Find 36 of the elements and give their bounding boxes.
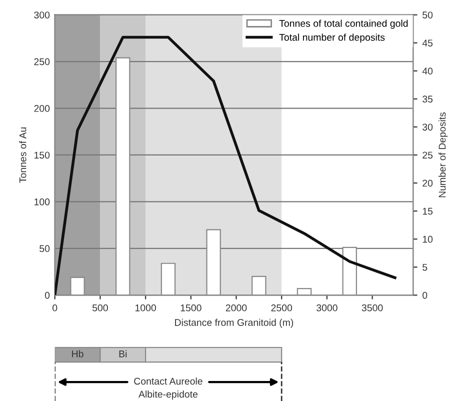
y2-tick-label: 40 <box>422 68 433 75</box>
x-tick-label: 0 <box>52 304 58 312</box>
x-tick-label: 500 <box>92 304 108 312</box>
x-tick-label: 1000 <box>135 304 156 312</box>
legend-label: Tonnes of total contained gold <box>279 20 408 29</box>
x-axis-title: Distance from Granitoid (m) <box>175 318 294 328</box>
x-tick-label: 2000 <box>226 304 247 312</box>
y-tick-label: 50 <box>40 245 50 252</box>
x-tick-label: 3000 <box>316 304 338 312</box>
y2-axis-title: Number of Deposits <box>438 112 448 198</box>
y2-tick-label: 45 <box>422 40 433 46</box>
y-tick-label: 0 <box>44 292 50 299</box>
y-tick-label: 100 <box>34 198 50 206</box>
y2-tick-label: 35 <box>422 96 433 103</box>
y-tick-label: 150 <box>34 152 50 159</box>
y2-tick-label: 0 <box>422 292 428 299</box>
line-series <box>54 36 396 296</box>
y2-tick-label: 5 <box>422 264 428 271</box>
x-tick-label: 1500 <box>180 304 202 312</box>
y2-tick-label: 50 <box>422 12 433 18</box>
y2-tick-label: 20 <box>422 180 433 187</box>
y-axis-title: Tonnes of Au <box>19 128 26 183</box>
x-tick-label: 2500 <box>271 304 292 312</box>
legend-label: Total number of deposits <box>279 34 385 43</box>
text: Albite-epidote <box>138 390 198 400</box>
x-tick-label: 3500 <box>362 304 383 312</box>
y2-tick-label: 25 <box>422 152 433 159</box>
text: Bi <box>119 350 127 358</box>
y2-tick-label: 30 <box>422 124 433 131</box>
y-tick-label: 300 <box>34 12 50 18</box>
y2-tick-label: 15 <box>422 208 433 215</box>
text: Contact Aureole <box>134 378 202 385</box>
y-tick-label: 250 <box>34 58 50 66</box>
text: Hb <box>72 350 84 358</box>
y2-tick-label: 10 <box>422 236 433 243</box>
y-tick-label: 200 <box>34 105 50 112</box>
